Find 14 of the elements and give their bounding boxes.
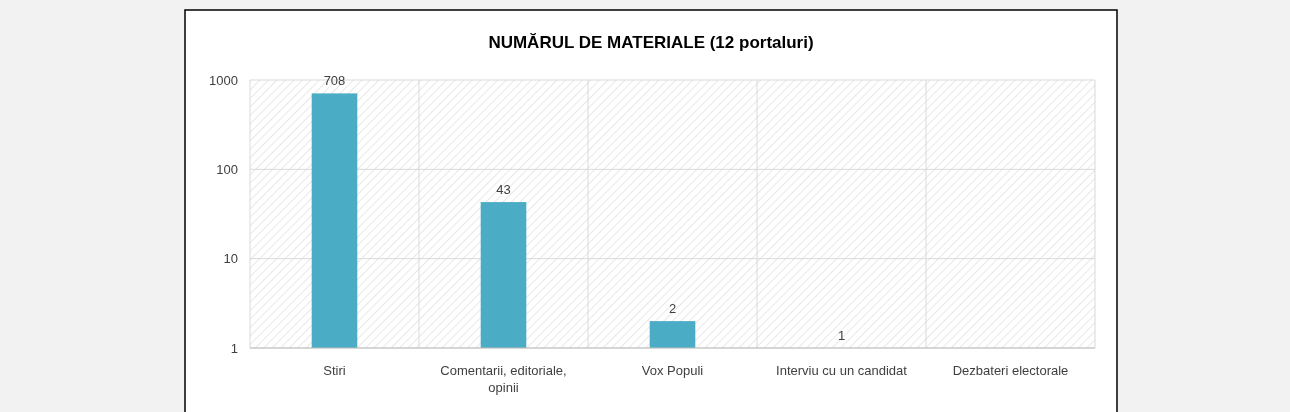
x-tick-label: Vox Populi <box>641 363 704 378</box>
data-label: 1 <box>837 328 846 343</box>
x-tick-label: Dezbateri electorale <box>952 363 1069 378</box>
y-tick-label: 1 <box>230 340 238 356</box>
data-label: 2 <box>668 301 677 317</box>
y-tick-label: 10 <box>223 251 238 267</box>
data-label: 708 <box>323 73 346 89</box>
y-tick-label: 100 <box>216 161 238 177</box>
y-tick-label: 1000 <box>209 72 238 88</box>
x-tick-label: Stiri <box>323 363 346 378</box>
x-tick-label: Interviu cu un candidat <box>776 363 908 378</box>
x-tick-label: Comentarii, editoriale, opinii <box>440 363 567 395</box>
chart-title: NUMĂRUL DE MATERIALE (12 portaluri) <box>488 33 814 52</box>
data-label: 43 <box>496 182 511 198</box>
